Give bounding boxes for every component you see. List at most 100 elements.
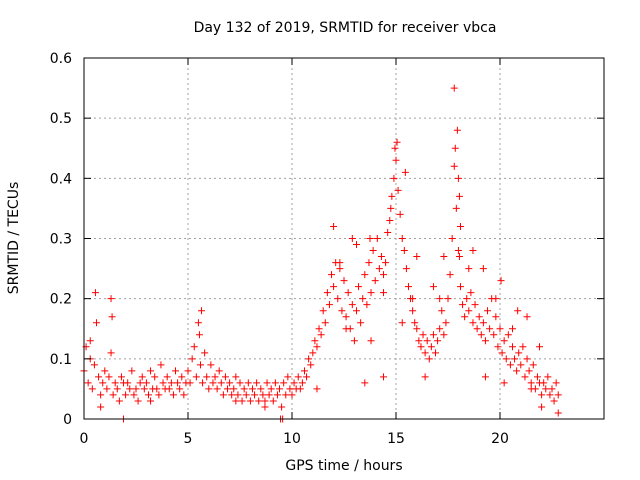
data-point	[481, 337, 489, 345]
data-point	[290, 379, 298, 387]
data-point	[91, 289, 99, 297]
data-point	[232, 397, 240, 405]
data-point	[107, 349, 115, 357]
data-point	[527, 385, 535, 393]
data-point	[404, 283, 412, 291]
data-point	[342, 313, 350, 321]
data-point	[350, 337, 358, 345]
data-point	[122, 391, 130, 399]
data-point	[540, 379, 548, 387]
data-point	[453, 126, 461, 134]
data-point	[508, 343, 516, 351]
data-point	[448, 235, 456, 242]
data-point	[186, 379, 194, 387]
data-point	[371, 277, 379, 285]
data-point	[442, 319, 450, 327]
data-point	[190, 343, 198, 351]
data-point	[481, 373, 489, 381]
data-point	[450, 84, 458, 92]
data-point	[427, 343, 435, 351]
data-point	[496, 325, 504, 333]
x-tick-label: 10	[283, 431, 301, 447]
data-point	[456, 283, 464, 291]
y-tick-label: 0.5	[50, 111, 72, 127]
y-tick-labels: 0 0.1 0.2 0.3 0.4 0.5 0.6	[50, 51, 72, 428]
data-point	[174, 379, 182, 387]
data-point	[444, 295, 452, 303]
data-point	[215, 367, 223, 375]
data-point	[393, 138, 401, 146]
data-point	[459, 301, 467, 309]
data-point	[147, 367, 155, 375]
data-point	[401, 168, 409, 176]
data-point	[165, 385, 173, 393]
data-point	[107, 295, 115, 303]
data-point	[221, 373, 229, 381]
data-point	[240, 385, 248, 393]
data-point	[394, 186, 402, 194]
y-tick-label: 0.4	[50, 171, 72, 187]
data-point	[446, 271, 454, 279]
data-point	[467, 289, 475, 297]
data-point	[348, 301, 356, 309]
x-axis-label: GPS time / hours	[285, 458, 402, 474]
data-point	[473, 325, 481, 333]
data-point	[375, 265, 383, 273]
data-point	[519, 343, 527, 351]
data-point	[409, 295, 417, 303]
x-tick-label: 20	[491, 431, 509, 447]
data-point	[361, 379, 369, 387]
data-point	[440, 253, 448, 261]
data-point	[514, 307, 522, 315]
data-point	[550, 397, 558, 405]
data-point	[142, 379, 150, 387]
data-point	[217, 379, 225, 387]
data-point	[409, 307, 417, 315]
data-point	[151, 373, 159, 381]
data-point	[328, 271, 336, 279]
data-point	[255, 397, 263, 405]
data-point	[517, 361, 525, 369]
data-point	[205, 385, 213, 393]
data-point	[263, 379, 271, 387]
data-point	[388, 192, 396, 200]
data-point	[192, 373, 200, 381]
data-point	[201, 349, 209, 357]
data-point	[396, 210, 404, 218]
data-point	[105, 373, 113, 381]
data-point	[155, 391, 163, 399]
data-point	[511, 355, 519, 363]
y-tick-label: 0.3	[50, 232, 72, 248]
data-point	[199, 379, 207, 387]
data-point	[392, 156, 400, 164]
data-point	[419, 331, 427, 339]
data-point	[180, 391, 188, 399]
data-point	[552, 379, 560, 387]
data-point	[463, 295, 471, 303]
data-point	[230, 385, 238, 393]
data-point	[492, 313, 500, 321]
data-point	[508, 325, 516, 333]
data-point	[111, 379, 119, 387]
data-points	[80, 84, 562, 423]
data-point	[117, 373, 125, 381]
data-point	[438, 307, 446, 315]
data-point	[99, 379, 107, 387]
data-point	[163, 373, 171, 381]
data-point	[288, 391, 296, 399]
data-point	[415, 337, 423, 345]
data-point	[109, 391, 117, 399]
data-point	[95, 373, 103, 381]
data-point	[479, 265, 487, 273]
data-point	[128, 367, 136, 375]
data-point	[124, 379, 132, 387]
data-point	[380, 271, 388, 279]
data-point	[276, 385, 284, 393]
data-point	[132, 385, 140, 393]
data-point	[159, 379, 167, 387]
data-point	[455, 192, 463, 200]
data-point	[194, 319, 202, 327]
data-point	[334, 295, 342, 303]
data-point	[538, 391, 546, 399]
